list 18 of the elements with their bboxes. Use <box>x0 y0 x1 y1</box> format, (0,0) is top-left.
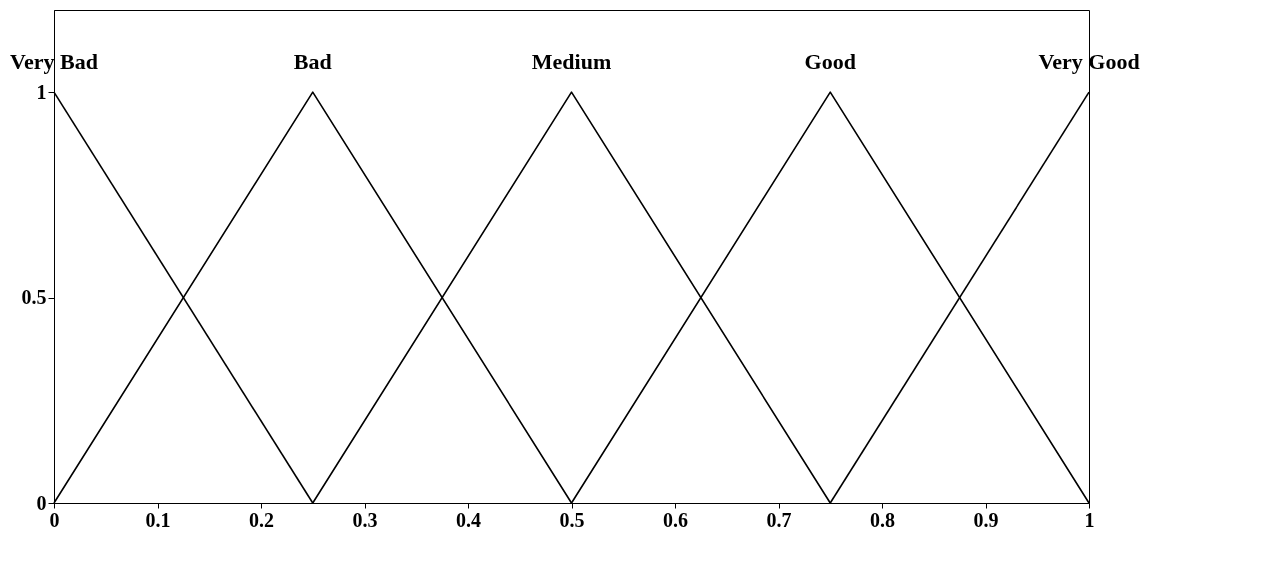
x-tick-label: 0.7 <box>766 508 792 531</box>
x-tick-label: 0.1 <box>145 508 171 531</box>
series-label: Good <box>804 49 856 75</box>
series-label: Very Good <box>1038 49 1140 75</box>
x-tick-label: 0.6 <box>663 508 688 531</box>
series-label: Very Bad <box>10 49 98 75</box>
series-label: Medium <box>531 49 612 75</box>
x-tick-label: 0.4 <box>456 508 481 531</box>
x-tick-label: 1 <box>1084 508 1095 531</box>
x-tick-label: 0.8 <box>870 508 895 531</box>
x-tick-label: 0.5 <box>559 508 585 531</box>
y-tick-label: 0.5 <box>21 286 47 309</box>
series-label: Bad <box>293 49 332 75</box>
x-tick-label: 0.9 <box>973 508 999 531</box>
x-tick-label: 0.3 <box>352 508 378 531</box>
y-tick-label: 1 <box>36 80 47 103</box>
x-tick-label: 0.2 <box>249 508 274 531</box>
y-tick-label: 0 <box>36 491 47 514</box>
